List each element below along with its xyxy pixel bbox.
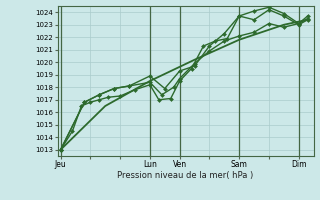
X-axis label: Pression niveau de la mer( hPa ): Pression niveau de la mer( hPa )	[117, 171, 254, 180]
